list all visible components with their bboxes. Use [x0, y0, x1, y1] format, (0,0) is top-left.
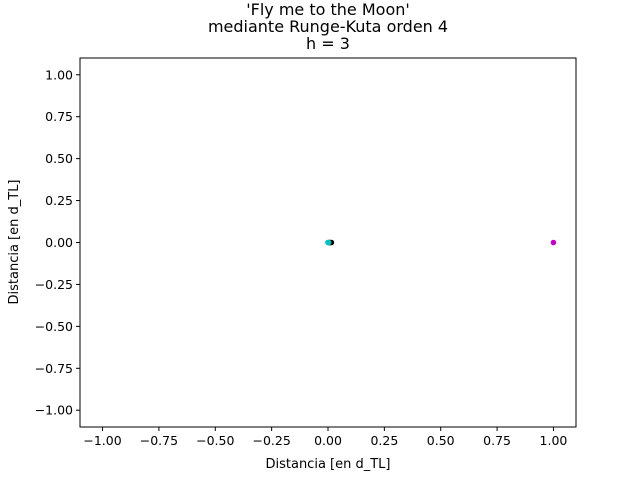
data-point-series-2	[325, 239, 332, 246]
x-tick-label: 0.50	[427, 433, 455, 448]
chart-title-line-2: mediante Runge-Kuta orden 4	[208, 17, 448, 36]
y-tick-label: −0.25	[35, 277, 73, 292]
y-tick-label: −1.00	[35, 403, 73, 418]
y-tick-label: 0.25	[45, 193, 73, 208]
y-tick-label: 0.50	[45, 151, 73, 166]
data-points	[325, 239, 557, 246]
x-tick-label: 0.75	[483, 433, 511, 448]
plot-frame	[79, 57, 577, 428]
y-tick-label: 0.75	[45, 109, 73, 124]
y-tick-label: −0.75	[35, 361, 73, 376]
x-tick-label: −0.75	[140, 433, 178, 448]
axis-ticks: −1.00 −0.75 −0.50 −0.25 0.00 0.25 0.50 0.75 1.00…	[35, 67, 568, 448]
y-tick-label: 1.00	[45, 67, 73, 82]
y-tick-label: −0.50	[35, 319, 73, 334]
x-tick-label: −1.00	[83, 433, 121, 448]
x-tick-label: −0.50	[196, 433, 234, 448]
chart-title-line-1: 'Fly me to the Moon'	[246, 0, 410, 19]
x-axis-label: Distancia [en d_TL]	[265, 457, 390, 472]
data-point-series-1	[550, 239, 557, 246]
x-tick-label: 0.00	[314, 433, 342, 448]
x-tick-label: 0.25	[370, 433, 398, 448]
x-tick-label: 1.00	[540, 433, 568, 448]
chart-title-line-3: h = 3	[306, 34, 350, 53]
y-axis-label: Distancia [en d_TL]	[7, 179, 22, 304]
x-tick-label: −0.25	[252, 433, 290, 448]
y-tick-label: 0.00	[45, 235, 73, 250]
